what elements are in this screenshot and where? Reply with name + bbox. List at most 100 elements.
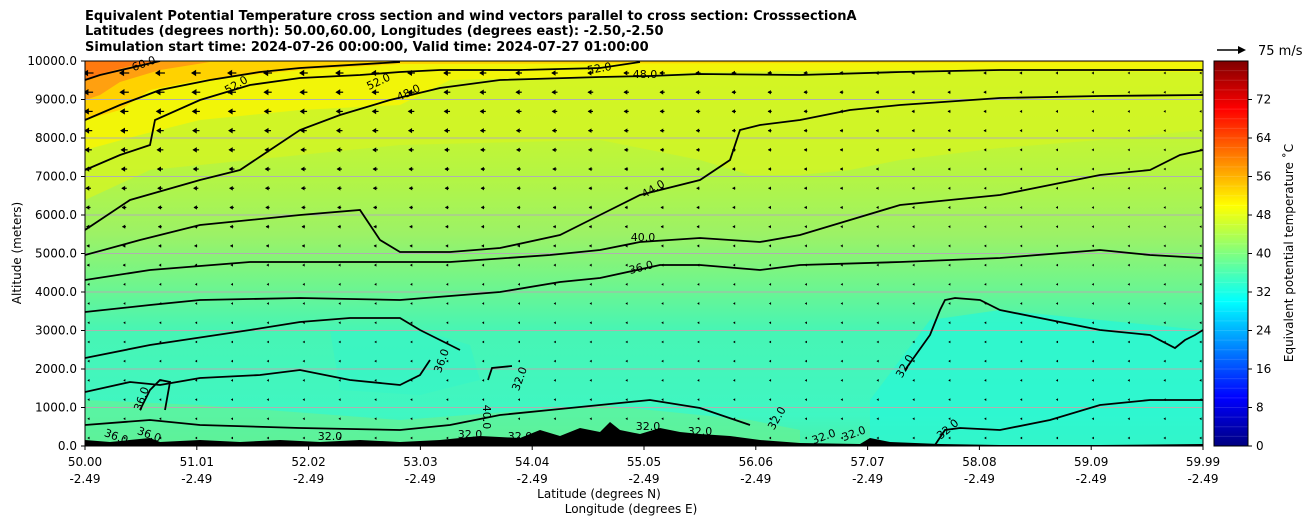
- wind-vector: [85, 127, 93, 134]
- wind-vector: [85, 146, 92, 153]
- wind-vector: [480, 186, 485, 191]
- contour-label: 32.0: [636, 420, 661, 433]
- wind-vector: [1091, 167, 1094, 171]
- wind-vector: [948, 379, 951, 382]
- chart-title-line-3: Simulation start time: 2024-07-26 00:00:…: [85, 40, 649, 55]
- wind-vector: [983, 205, 987, 209]
- wind-vector: [517, 398, 520, 401]
- terrain-silhouette: [85, 422, 1203, 446]
- wind-vector: [589, 417, 592, 421]
- wind-vector: [123, 417, 126, 421]
- wind-vector: [516, 186, 521, 191]
- wind-vector: [516, 205, 521, 210]
- wind-vector: [301, 244, 305, 248]
- wind-vector: [1199, 244, 1202, 248]
- wind-vector: [1199, 359, 1202, 363]
- wind-vector: [696, 186, 700, 191]
- wind-vector: [371, 108, 379, 115]
- wind-vector: [1127, 71, 1130, 75]
- wind-vector: [156, 147, 164, 153]
- wind-vector: [876, 417, 879, 421]
- x-tick-label-longitude: -2.49: [1187, 472, 1218, 486]
- wind-vector: [446, 359, 449, 363]
- contour-line-36-lower: [139, 379, 172, 411]
- wind-vector: [732, 186, 736, 191]
- wind-vector: [408, 186, 414, 191]
- wind-vector: [123, 436, 126, 440]
- wind-vector: [1019, 109, 1023, 114]
- wind-vector: [948, 302, 951, 305]
- wind-vector: [1199, 282, 1202, 286]
- wind-vector: [697, 379, 700, 382]
- wind-vector: [192, 166, 199, 172]
- wind-vector: [1127, 129, 1130, 133]
- colorbar: 0 8 16 24 32 40 48 56 64 72 Equivalent potential …: [1213, 60, 1296, 453]
- wind-vector: [410, 340, 413, 344]
- field-band-30: [870, 310, 1203, 446]
- wind-vector: [587, 128, 593, 133]
- wind-vector: [553, 244, 556, 248]
- wind-vector: [588, 205, 592, 210]
- wind-vector: [336, 186, 342, 191]
- wind-vector: [446, 398, 449, 401]
- wind-vector: [481, 340, 485, 344]
- wind-vector: [373, 205, 377, 210]
- wind-vector: [733, 398, 736, 401]
- wind-vector: [1127, 90, 1130, 94]
- wind-vector: [768, 417, 772, 421]
- wind-vector: [768, 167, 772, 171]
- wind-vector: [263, 89, 272, 96]
- wind-vector: [948, 321, 951, 325]
- wind-vector: [1127, 340, 1130, 344]
- wind-vector: [1055, 186, 1059, 190]
- wind-vector: [911, 109, 915, 114]
- contour-label: 48.0: [633, 68, 658, 81]
- y-tick-label: 0.0: [58, 439, 77, 453]
- wind-vector: [840, 321, 843, 325]
- wind-vector: [302, 417, 305, 421]
- wind-vector: [265, 185, 270, 191]
- wind-vector: [194, 359, 198, 363]
- wind-vector: [410, 302, 413, 305]
- wind-vector: [733, 359, 736, 363]
- colorbar-ticks: 0 8 16 24 32 40 48 56 64 72: [1248, 93, 1271, 453]
- wind-vector: [407, 108, 415, 115]
- wind-vector: [1055, 148, 1059, 152]
- wind-vector: [840, 379, 843, 382]
- wind-vector: [1091, 340, 1094, 344]
- wind-vector: [804, 186, 807, 190]
- wind-vector: [589, 398, 592, 401]
- wind-vector: [157, 224, 162, 229]
- wind-vector: [876, 205, 879, 210]
- wind-vector: [983, 148, 987, 152]
- contour-line-36-upper: [85, 317, 461, 359]
- field-band-54: [85, 61, 1203, 120]
- wind-vector: [552, 224, 556, 229]
- wind-vector: [120, 166, 128, 172]
- wind-vector: [695, 89, 701, 95]
- wind-vector: [374, 417, 377, 421]
- wind-vector: [229, 224, 234, 229]
- wind-vector: [840, 436, 843, 440]
- wind-vector: [589, 340, 592, 344]
- wind-vector: [1163, 302, 1166, 305]
- contour-label: 32.0: [688, 425, 713, 438]
- colorbar-tick-label: 40: [1256, 247, 1271, 261]
- wind-vector: [374, 398, 377, 401]
- wind-vector: [193, 205, 198, 210]
- wind-vector: [625, 321, 628, 325]
- wind-vector: [265, 205, 270, 210]
- wind-vector: [123, 398, 126, 401]
- wind-vector: [983, 109, 987, 114]
- wind-vector: [374, 321, 377, 325]
- wind-vector: [804, 302, 807, 305]
- wind-vector: [696, 205, 700, 210]
- x-tick-label-latitude: 59.99: [1186, 455, 1220, 469]
- wind-vector: [158, 263, 162, 267]
- wind-vector: [191, 89, 201, 96]
- wind-vector: [1163, 71, 1166, 75]
- wind-vector: [517, 359, 520, 363]
- wind-vector: [912, 244, 915, 248]
- wind-vector: [875, 167, 879, 171]
